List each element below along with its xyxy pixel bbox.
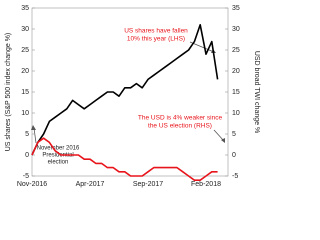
y-tick-label: 10 [21, 110, 29, 117]
y-tick-label: 15 [21, 89, 29, 96]
y2-tick-label: 35 [232, 5, 240, 12]
annotation: election [48, 160, 69, 166]
y-tick-label: -5 [23, 173, 29, 180]
y2-tick-label: 10 [232, 110, 240, 117]
y2-tick-label: 0 [232, 152, 236, 159]
series-line [31, 137, 218, 181]
y-tick-label: 35 [21, 5, 29, 12]
annotation: US shares have fallen [124, 28, 188, 35]
annotation: Presidential [42, 153, 73, 159]
y-tick-label: 20 [21, 68, 29, 75]
annotation: November 2016 [37, 146, 80, 152]
y-tick-label: 30 [21, 26, 29, 33]
y2-tick-label: 20 [232, 68, 240, 75]
y-tick-label: 25 [21, 47, 29, 54]
y2-tick-label: -5 [232, 173, 238, 180]
annotation: the US election (RHS) [148, 123, 212, 130]
annotation: The USD is 4% weaker since [138, 115, 223, 122]
arrow [189, 41, 215, 53]
arrowhead [31, 125, 36, 130]
arrow [213, 129, 225, 142]
y-axis-label: US shares (S&P 500 index change %) [5, 33, 12, 152]
y-tick-label: 5 [25, 131, 29, 138]
x-tick-label: Apr-2017 [76, 181, 105, 188]
x-tick-label: Sep-2017 [133, 181, 163, 188]
chart: US shares (S&P 500 index change %) USD b… [5, 5, 260, 188]
arrowhead [221, 138, 225, 143]
y2-tick-label: 25 [232, 47, 240, 54]
y2-axis-label: USD broad TWI change % [253, 51, 260, 133]
y2-tick-label: 30 [232, 26, 240, 33]
arrow [33, 127, 37, 144]
y-tick-label: 0 [25, 152, 29, 159]
annotation: 10% this year (LHS) [127, 36, 185, 43]
y2-tick-label: 5 [232, 131, 236, 138]
series-line [31, 24, 219, 156]
x-tick-label: Feb-2018 [191, 181, 221, 188]
y2-tick-label: 15 [232, 89, 240, 96]
x-tick-label: Nov-2016 [17, 181, 47, 188]
